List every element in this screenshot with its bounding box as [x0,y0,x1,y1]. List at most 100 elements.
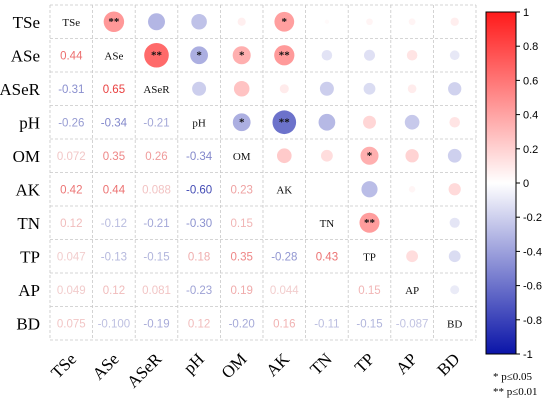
diagonal-label: AK [276,184,292,196]
correlation-circle [363,82,376,95]
correlation-circle [320,149,333,162]
correlation-value: 0.16 [273,318,295,330]
y-tick-label: AK [15,180,40,199]
colorbar-tick-label: 1 [523,7,529,19]
correlation-value: 0.35 [103,151,125,163]
correlation-circle [450,17,459,26]
correlation-circle [448,183,461,196]
significance-mark: * [239,116,245,128]
correlation-circle [450,285,460,295]
y-tick-label: TP [20,247,40,266]
correlation-circle [148,13,165,31]
correlation-circle [324,19,330,24]
colorbar-tick-label: 0 [523,178,529,190]
y-tick-label: ASeR [0,80,41,99]
correlation-value: 0.15 [358,285,380,297]
colorbar-tick-label: -0.6 [523,281,542,293]
correlation-value: 0.075 [57,318,86,330]
correlation-circle [274,45,295,66]
x-tick-label: AP [392,349,421,378]
correlation-circle [405,149,419,163]
correlation-circle [449,50,460,61]
colorbar-tick-label: 0.6 [523,75,538,87]
colorbar-gradient [485,11,517,355]
significance-mark: ** [279,116,291,128]
x-tick-label: TSe [47,349,80,382]
correlation-value: 0.44 [103,184,126,196]
correlation-value: 0.081 [142,285,171,297]
correlation-circle [408,186,416,193]
colorbar-tick-label: 0.8 [523,41,538,53]
correlation-circle [318,113,336,131]
correlation-circle [410,220,414,225]
y-tick-label: TN [17,214,40,233]
correlation-circle [361,181,378,198]
correlation-value: -0.13 [101,251,127,263]
correlation-circle [366,18,373,26]
colorbar-tick-label: -0.2 [523,212,542,224]
correlation-value: -0.21 [143,117,169,129]
x-tick-label: TP [351,349,378,376]
correlation-value: 0.26 [145,151,167,163]
x-tick-label: pH [180,349,208,377]
significance-mark: * [196,49,202,61]
x-tick-label: TN [306,349,335,378]
correlation-circle [321,49,333,61]
correlation-value: -0.100 [98,318,131,330]
correlation-circle [449,217,460,228]
correlation-circle [319,81,334,96]
correlation-value: -0.12 [101,218,127,230]
x-tick-label: BD [433,349,463,379]
axis-labels: TSeTSeASeASeASeRASeRpHpHOMOMAKAKTNTNTPTP… [0,13,464,392]
correlation-circle [406,49,418,61]
correlation-value: -0.34 [101,117,128,129]
correlation-circle [144,42,169,68]
diagonal-label: ASe [104,50,123,62]
correlation-circle [279,84,289,94]
correlation-circle [448,250,461,263]
y-tick-label: ASe [11,46,40,65]
correlation-value: 0.072 [57,151,86,163]
correlation-circle [272,110,297,135]
correlation-value: -0.15 [143,251,169,263]
correlation-value: 0.15 [231,218,253,230]
x-tick-label: OM [218,349,251,382]
correlation-value: -0.34 [186,151,213,163]
significance-mark: * [367,150,373,162]
correlation-circle [237,17,246,26]
diagonal-label: ASeR [143,84,170,96]
y-tick-label: AP [18,281,40,300]
x-tick-label: ASe [89,349,123,383]
correlation-value: -0.11 [314,318,339,330]
matrix-cells: TSe ** *0.44 ASe ** * * **-0.31 0.65 ASeR-0.26 -0.… [57,11,462,330]
colorbar-tick-label: -1 [523,349,533,361]
correlation-circle [449,116,460,128]
y-tick-label: OM [13,147,40,166]
significance-mark: ** [108,16,120,28]
correlation-value: -0.20 [229,318,255,330]
correlation-value: 0.044 [270,285,299,297]
correlation-value: 0.12 [60,218,82,230]
diagonal-label: TP [363,251,376,263]
correlation-value: -0.087 [396,318,429,330]
correlation-circle [406,250,419,263]
correlation-circle [232,46,251,65]
significance-mark: ** [364,217,376,229]
correlation-value: -0.15 [356,318,382,330]
correlation-value: 0.23 [231,184,253,196]
diagonal-label: pH [192,117,206,129]
x-tick-label: AK [262,349,293,380]
correlation-circle [447,148,462,163]
significance-notes: * p≤0.05 ** p≤0.01 [493,371,538,398]
correlation-value: 0.088 [142,184,171,196]
correlation-value: 0.049 [57,285,86,297]
correlation-circle [191,13,207,30]
correlation-value: -0.26 [58,117,84,129]
correlation-circle [103,11,125,32]
correlation-circle [408,18,416,26]
correlation-circle [364,49,375,61]
correlation-value: 0.12 [188,318,210,330]
significance-mark: * [239,49,245,61]
correlation-circle [363,115,376,129]
correlation-circle [192,81,207,96]
